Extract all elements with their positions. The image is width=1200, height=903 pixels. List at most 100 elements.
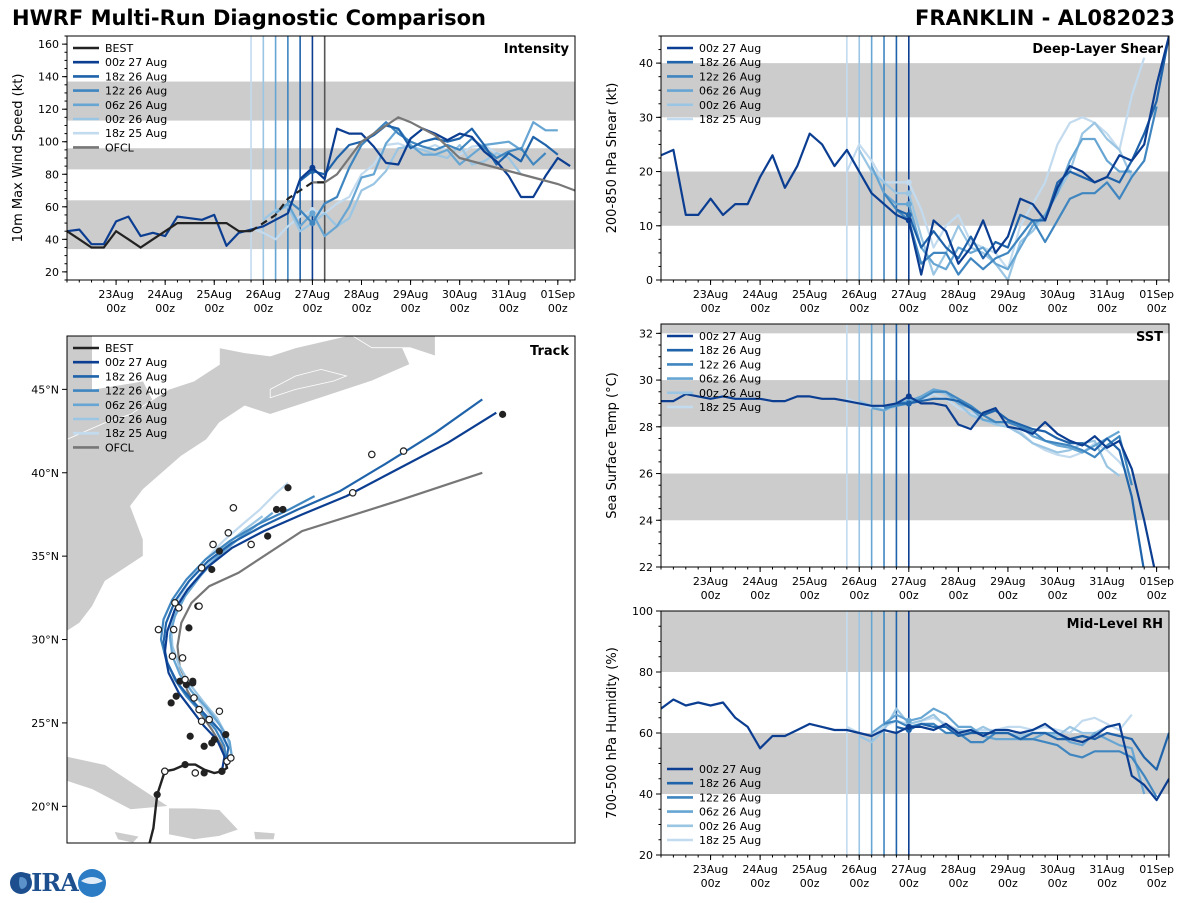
track-lat-label-0: 20°N [31, 800, 59, 813]
track-point-open [190, 694, 198, 702]
rh-ytick-label-0: 20 [639, 849, 653, 862]
intensity-ytick-label-2: 60 [45, 201, 59, 214]
track-series-line-0 [163, 411, 497, 772]
intensity-xtick-label-5: 28Aug [344, 288, 379, 301]
sst-xtick-label-9: 01Sep [1139, 575, 1174, 588]
track-point-filled [284, 484, 292, 492]
rh-xtick-sublabel-4: 00z [899, 877, 919, 890]
cira-logo: CIRA [5, 867, 115, 899]
sst-panel-title: SST [1136, 330, 1163, 345]
rh-xtick-label-2: 25Aug [792, 863, 827, 876]
track-point-open [215, 707, 224, 716]
rh-legend-label-3: 06z 26 Aug [699, 806, 761, 819]
track-point-open [195, 705, 203, 714]
track-lat-label-2: 30°N [31, 634, 59, 647]
track-point-open [191, 769, 200, 777]
track-legend-label-4: 06z 26 Aug [105, 399, 167, 412]
rh-panel: 2040608010023Aug00z24Aug00z25Aug00z26Aug… [605, 605, 1174, 890]
land-polygon-4 [67, 755, 170, 811]
rh-legend-label-2: 12z 26 Aug [699, 791, 761, 804]
sst-band-1 [661, 380, 1169, 427]
sst-ytick-label-1: 24 [639, 514, 653, 527]
track-point-open [399, 447, 408, 455]
shear-xtick-label-8: 31Aug [1089, 288, 1124, 301]
sst-band-0 [661, 473, 1169, 521]
rh-xtick-label-5: 28Aug [941, 863, 976, 876]
rh-panel-title: Mid-Level RH [1067, 617, 1163, 632]
sst-xtick-sublabel-1: 00z [750, 589, 770, 602]
shear-xtick-label-6: 29Aug [990, 288, 1025, 301]
shear-xtick-sublabel-3: 00z [849, 302, 869, 315]
intensity-legend-label-6: 18z 25 Aug [105, 127, 167, 140]
rh-series-line-3 [870, 707, 1146, 795]
track-point-filled [167, 699, 175, 707]
track-best-point [200, 769, 208, 777]
intensity-xtick-label-2: 25Aug [197, 288, 232, 301]
intensity-xtick-sublabel-0: 00z [106, 302, 126, 315]
track-point-open [229, 503, 238, 512]
intensity-xtick-sublabel-5: 00z [352, 302, 372, 315]
land-polygon-5 [168, 807, 240, 841]
sst-xtick-sublabel-3: 00z [849, 589, 869, 602]
track-legend-label-7: OFCL [105, 441, 135, 454]
rh-xtick-sublabel-5: 00z [948, 877, 968, 890]
cira-logo-text: CIRA [13, 868, 79, 897]
intensity-ytick-label-5: 120 [38, 103, 59, 116]
track-point-open [205, 715, 214, 724]
shear-ytick-label-0: 0 [646, 274, 653, 287]
sst-xtick-sublabel-7: 00z [1048, 589, 1068, 602]
track-point-open [178, 654, 187, 662]
shear-series-line-3 [870, 137, 1132, 271]
land-polygon-3 [352, 336, 436, 357]
rh-xtick-sublabel-3: 00z [849, 877, 869, 890]
track-point-open [227, 754, 235, 762]
intensity-xtick-label-0: 23Aug [98, 288, 133, 301]
shear-series-marker-5 [905, 179, 912, 186]
storm-id-title: FRANKLIN - AL082023 [914, 6, 1175, 30]
intensity-legend-label-4: 06z 26 Aug [105, 99, 167, 112]
rh-ytick-label-4: 100 [632, 605, 653, 618]
shear-series-marker-3 [905, 201, 912, 208]
intensity-legend-label-1: 00z 27 Aug [105, 56, 167, 69]
sst-xtick-label-8: 31Aug [1089, 575, 1124, 588]
sst-xtick-sublabel-4: 00z [899, 589, 919, 602]
track-point-open [197, 564, 206, 572]
sst-ytick-label-3: 28 [639, 421, 653, 434]
rh-xtick-label-8: 31Aug [1089, 863, 1124, 876]
intensity-xtick-sublabel-7: 00z [450, 302, 470, 315]
intensity-series-marker-2 [309, 220, 316, 227]
track-frame [66, 335, 576, 844]
track-point-open [348, 488, 357, 497]
rh-xtick-sublabel-0: 00z [701, 877, 721, 890]
rh-legend-label-4: 00z 26 Aug [699, 820, 761, 833]
sst-xtick-label-4: 27Aug [891, 575, 926, 588]
intensity-ytick-label-7: 160 [38, 38, 59, 51]
rh-xtick-label-6: 29Aug [990, 863, 1025, 876]
sst-xtick-sublabel-2: 00z [800, 589, 820, 602]
sst-xtick-label-5: 28Aug [941, 575, 976, 588]
intensity-series-line-1 [299, 124, 559, 182]
shear-panel: 01020304023Aug00z24Aug00z25Aug00z26Aug00… [605, 35, 1174, 315]
track-point-filled [186, 732, 194, 740]
shear-ytick-label-1: 10 [639, 220, 653, 233]
rh-xtick-sublabel-2: 00z [800, 877, 820, 890]
land-polygon-6 [253, 830, 276, 841]
sst-band-2 [661, 324, 1169, 334]
sst-xtick-sublabel-8: 00z [1097, 589, 1117, 602]
shear-xtick-sublabel-1: 00z [750, 302, 770, 315]
figure-title: HWRF Multi-Run Diagnostic Comparison [12, 6, 487, 30]
shear-plot-area [661, 36, 1169, 280]
sst-series-marker-1 [905, 400, 912, 407]
shear-xtick-label-3: 26Aug [842, 288, 877, 301]
rh-series-line-0 [661, 698, 1169, 802]
track-point-open [209, 540, 217, 549]
shear-xtick-sublabel-4: 00z [899, 302, 919, 315]
track-lat-label-5: 45°N [31, 383, 59, 396]
sst-legend-label-2: 12z 26 Aug [699, 358, 761, 371]
sst-xtick-label-0: 23Aug [693, 575, 728, 588]
intensity-xtick-label-7: 30Aug [442, 288, 477, 301]
intensity-best-dashed-line [250, 181, 325, 233]
shear-legend-label-1: 18z 26 Aug [699, 56, 761, 69]
shear-series-line-0 [661, 36, 1169, 276]
shear-legend-label-4: 00z 26 Aug [699, 99, 761, 112]
